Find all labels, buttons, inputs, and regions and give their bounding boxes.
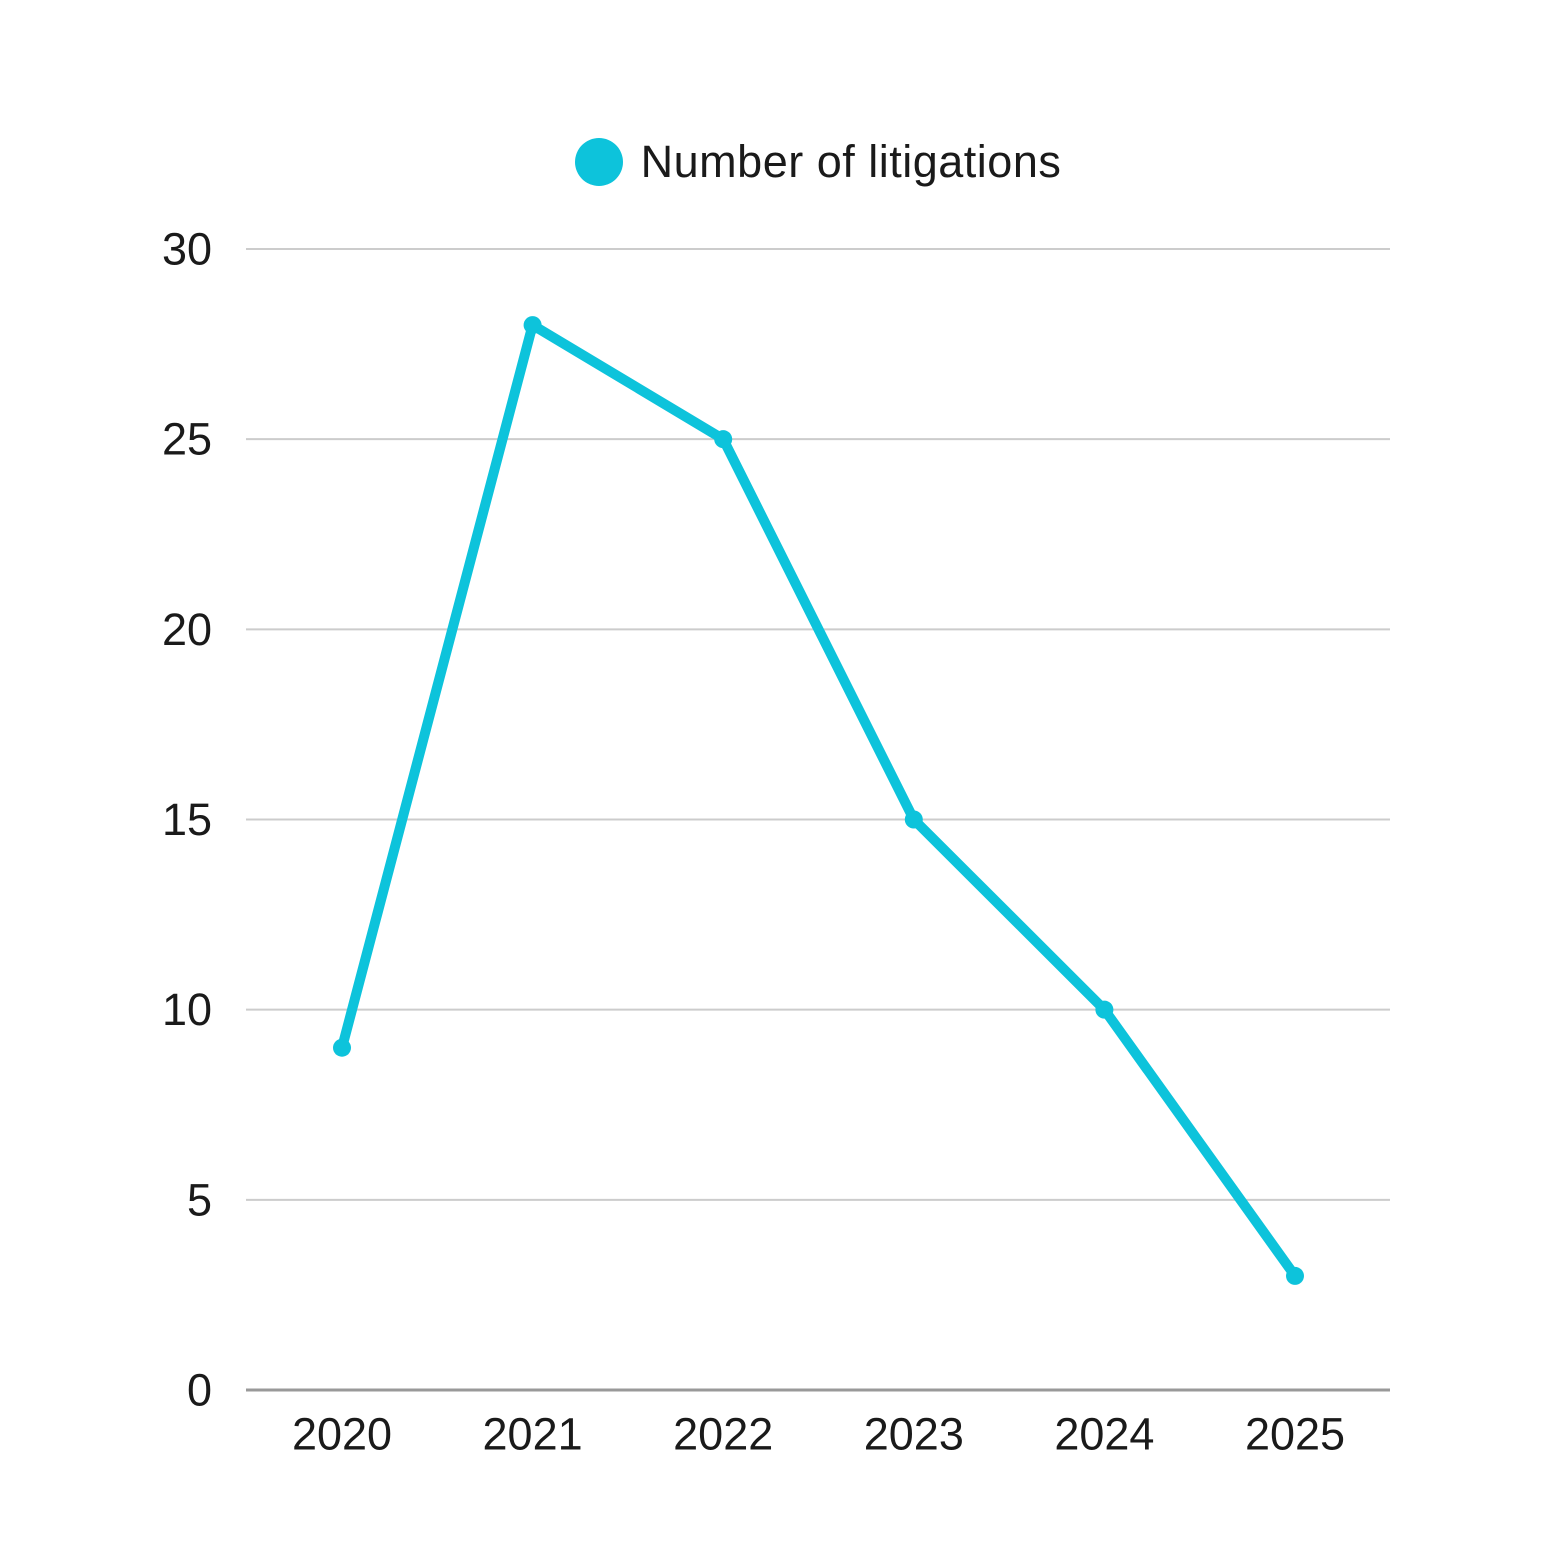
y-tick-label: 15	[162, 794, 212, 845]
legend-marker-icon	[574, 138, 623, 186]
data-point	[1286, 1266, 1304, 1285]
data-point	[714, 430, 733, 449]
x-tick-label: 2024	[1054, 1409, 1154, 1460]
y-tick-label: 10	[162, 984, 212, 1035]
x-tick-label: 2020	[292, 1409, 392, 1460]
y-tick-label: 20	[162, 604, 212, 655]
data-point	[333, 1038, 351, 1057]
chart-legend: Number of litigations	[246, 132, 1390, 192]
legend-label: Number of litigations	[640, 136, 1062, 187]
y-tick-label: 0	[187, 1365, 212, 1416]
x-tick-label: 2025	[1245, 1409, 1345, 1460]
data-line	[337, 320, 1300, 1281]
data-point	[523, 316, 542, 335]
x-tick-label: 2021	[483, 1409, 583, 1460]
x-tick-label: 2023	[864, 1409, 964, 1460]
x-tick-label: 2022	[673, 1409, 773, 1460]
y-tick-label: 25	[162, 414, 212, 465]
data-point	[904, 810, 923, 829]
y-tick-label: 5	[187, 1174, 212, 1225]
data-point	[1095, 1000, 1114, 1019]
y-tick-label: 30	[162, 224, 212, 275]
